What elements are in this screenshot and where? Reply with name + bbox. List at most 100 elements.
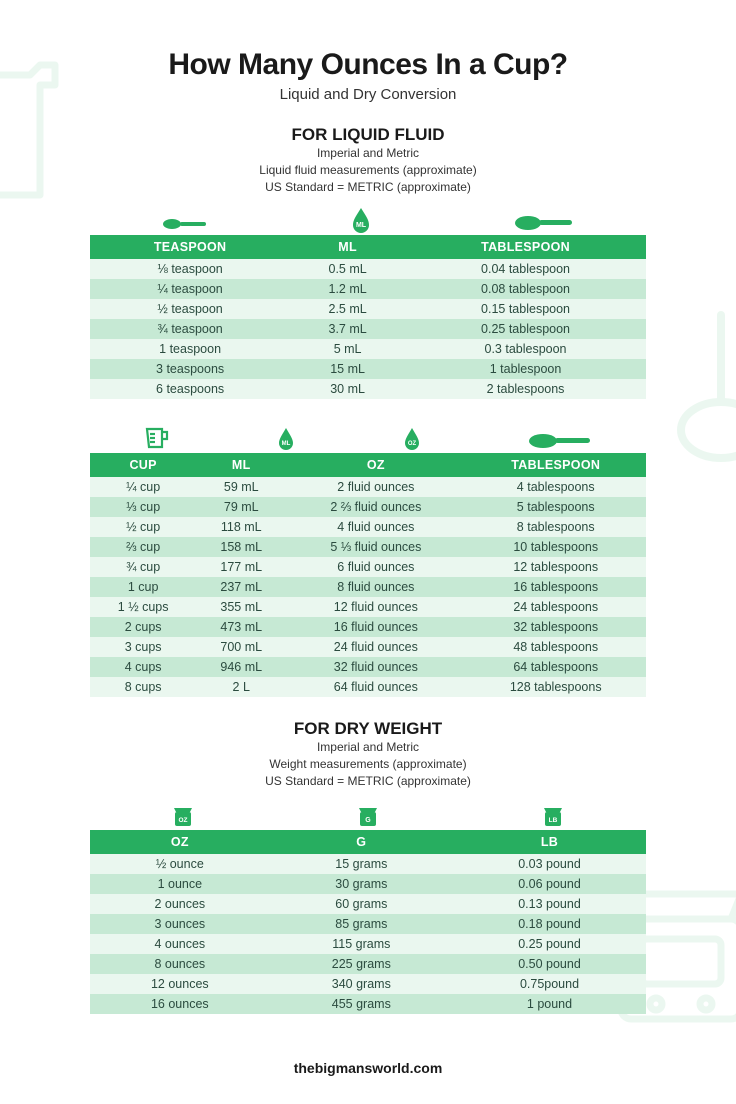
scale-g-icon: G xyxy=(355,802,381,828)
svg-text:OZ: OZ xyxy=(408,441,417,447)
table-cell: 3 ounces xyxy=(90,914,270,934)
table-row: 6 teaspoons30 mL2 tablespoons xyxy=(90,379,646,399)
table-cell: 177 mL xyxy=(196,557,286,577)
table-cell: 1 ounce xyxy=(90,874,270,894)
table-cell: 455 grams xyxy=(270,994,453,1014)
table-cell: 2 L xyxy=(196,677,286,697)
table-cell: 158 mL xyxy=(196,537,286,557)
table-row: 3 teaspoons15 mL1 tablespoon xyxy=(90,359,646,379)
table-row: ¼ cup59 mL2 fluid ounces4 tablespoons xyxy=(90,477,646,497)
table-row: 1 cup237 mL8 fluid ounces16 tablespoons xyxy=(90,577,646,597)
table-row: ⅛ teaspoon0.5 mL0.04 tablespoon xyxy=(90,259,646,279)
table-cell: 85 grams xyxy=(270,914,453,934)
table-cell: 15 grams xyxy=(270,854,453,874)
page-title: How Many Ounces In a Cup? xyxy=(90,48,646,82)
table-cell: 16 fluid ounces xyxy=(286,617,465,637)
footer-credit: thebigmansworld.com xyxy=(0,1060,736,1076)
table-cell: 225 grams xyxy=(270,954,453,974)
table-cell: 355 mL xyxy=(196,597,286,617)
table-cell: 59 mL xyxy=(196,477,286,497)
table-cell: 3 cups xyxy=(90,637,196,657)
page-subtitle: Liquid and Dry Conversion xyxy=(90,86,646,103)
col-header: TEASPOON xyxy=(90,235,290,259)
table-cell: 0.75pound xyxy=(453,974,646,994)
oz-drop-icon: OZ xyxy=(403,427,421,451)
liquid-table2-icons: ML OZ xyxy=(90,423,646,451)
table-cell: 8 tablespoons xyxy=(465,517,646,537)
table-cell: 2 tablespoons xyxy=(405,379,646,399)
ml-drop-icon: ML xyxy=(351,207,371,233)
table-row: 1 teaspoon5 mL0.3 tablespoon xyxy=(90,339,646,359)
table-cell: 64 fluid ounces xyxy=(286,677,465,697)
col-header: OZ xyxy=(286,453,465,477)
table-cell: 0.06 pound xyxy=(453,874,646,894)
table-cell: 5 tablespoons xyxy=(465,497,646,517)
table-cell: 0.04 tablespoon xyxy=(405,259,646,279)
col-header: CUP xyxy=(90,453,196,477)
table-row: ¼ teaspoon1.2 mL0.08 tablespoon xyxy=(90,279,646,299)
table-cell: 1 cup xyxy=(90,577,196,597)
table-cell: 32 tablespoons xyxy=(465,617,646,637)
table-cell: ⅛ teaspoon xyxy=(90,259,290,279)
table-cell: 2.5 mL xyxy=(290,299,405,319)
table-cell: 2 ounces xyxy=(90,894,270,914)
table-row: 4 cups946 mL32 fluid ounces64 tablespoon… xyxy=(90,657,646,677)
table-cell: 4 cups xyxy=(90,657,196,677)
teaspoon-icon xyxy=(162,215,208,233)
table-cell: 16 ounces xyxy=(90,994,270,1014)
dry-sub1: Imperial and Metric xyxy=(90,739,646,756)
table-cell: ¾ cup xyxy=(90,557,196,577)
table-cell: 3 teaspoons xyxy=(90,359,290,379)
table-cell: 0.15 tablespoon xyxy=(405,299,646,319)
table-cell: 12 ounces xyxy=(90,974,270,994)
table-cell: ¼ cup xyxy=(90,477,196,497)
table-cell: ⅔ cup xyxy=(90,537,196,557)
dry-sub2: Weight measurements (approximate) xyxy=(90,756,646,773)
table-cell: 1 ½ cups xyxy=(90,597,196,617)
table-cell: 700 mL xyxy=(196,637,286,657)
table-cell: 64 tablespoons xyxy=(465,657,646,677)
table-row: ¾ teaspoon3.7 mL0.25 tablespoon xyxy=(90,319,646,339)
scale-oz-icon: OZ xyxy=(170,802,196,828)
svg-text:G: G xyxy=(365,817,371,824)
table-cell: 2 ⅔ fluid ounces xyxy=(286,497,465,517)
table-cell: 115 grams xyxy=(270,934,453,954)
table-cell: 6 fluid ounces xyxy=(286,557,465,577)
table-cell: 473 mL xyxy=(196,617,286,637)
table-cell: 1.2 mL xyxy=(290,279,405,299)
svg-text:OZ: OZ xyxy=(178,817,187,824)
table-cell: 5 ⅓ fluid ounces xyxy=(286,537,465,557)
table-cell: 10 tablespoons xyxy=(465,537,646,557)
dry-table: OZ G LB ½ ounce15 grams0.03 pound1 ounce… xyxy=(90,830,646,1014)
col-header: G xyxy=(270,830,453,854)
table-cell: ½ teaspoon xyxy=(90,299,290,319)
table-cell: 4 tablespoons xyxy=(465,477,646,497)
liquid-sub3: US Standard = METRIC (approximate) xyxy=(90,179,646,196)
table-cell: 4 fluid ounces xyxy=(286,517,465,537)
table-row: 3 cups700 mL24 fluid ounces48 tablespoon… xyxy=(90,637,646,657)
ml-drop-icon: ML xyxy=(277,427,295,451)
table-cell: 1 pound xyxy=(453,994,646,1014)
table-cell: 4 ounces xyxy=(90,934,270,954)
table-cell: 8 ounces xyxy=(90,954,270,974)
table-row: 3 ounces85 grams0.18 pound xyxy=(90,914,646,934)
table-cell: 1 tablespoon xyxy=(405,359,646,379)
col-header: TABLESPOON xyxy=(465,453,646,477)
table-cell: 1 teaspoon xyxy=(90,339,290,359)
table-cell: 0.5 mL xyxy=(290,259,405,279)
table-cell: 15 mL xyxy=(290,359,405,379)
table-cell: 0.25 pound xyxy=(453,934,646,954)
table-row: 2 ounces60 grams0.13 pound xyxy=(90,894,646,914)
col-header: LB xyxy=(453,830,646,854)
table-cell: 32 fluid ounces xyxy=(286,657,465,677)
table-cell: 0.3 tablespoon xyxy=(405,339,646,359)
table-cell: 340 grams xyxy=(270,974,453,994)
liquid-sub1: Imperial and Metric xyxy=(90,145,646,162)
col-header: ML xyxy=(290,235,405,259)
table-cell: 0.18 pound xyxy=(453,914,646,934)
liquid-table-2: CUP ML OZ TABLESPOON ¼ cup59 mL2 fluid o… xyxy=(90,453,646,697)
table-cell: 0.03 pound xyxy=(453,854,646,874)
liquid-table1-icons: ML xyxy=(90,205,646,233)
table-cell: 24 fluid ounces xyxy=(286,637,465,657)
table-cell: ¼ teaspoon xyxy=(90,279,290,299)
